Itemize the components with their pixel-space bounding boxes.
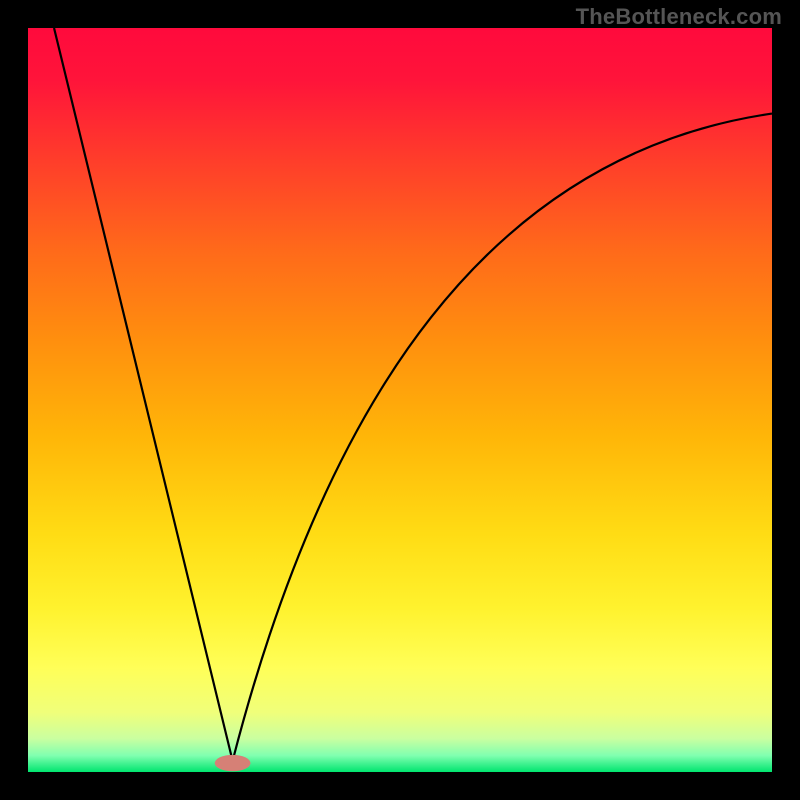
minimum-marker — [215, 755, 251, 771]
chart-container: TheBottleneck.com — [0, 0, 800, 800]
attribution-text: TheBottleneck.com — [576, 4, 782, 30]
plot-area — [28, 28, 772, 772]
bottleneck-chart — [0, 0, 800, 800]
